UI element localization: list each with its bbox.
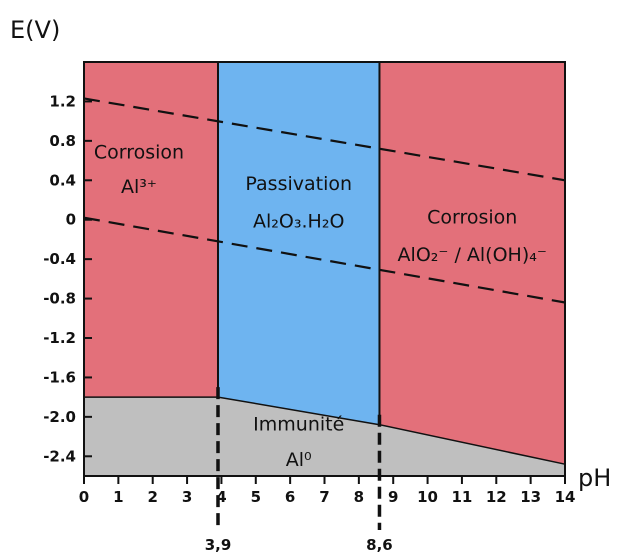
y-tick-label-6: -1.2 [43, 329, 76, 347]
water-line-2 [83, 216, 566, 304]
x-tick-label-11: 11 [451, 488, 472, 506]
x-tick-label-5: 5 [251, 488, 261, 506]
x-tick-label-4: 4 [216, 488, 226, 506]
x-tick-label-13: 13 [520, 488, 541, 506]
x-tick-label-10: 10 [417, 488, 438, 506]
boundary-label-2: 8,6 [366, 536, 393, 552]
y-tick-label-2: 0.4 [49, 171, 76, 189]
y-tick-label-9: -2.4 [43, 447, 76, 465]
axes-layer: 1.20.80.40-0.4-0.8-1.2-1.6-2.0-2.40 1 2 3 4 5… [43, 61, 576, 506]
region-label-passivation-1: Passivation [245, 173, 352, 195]
y-tick-label-5: -0.8 [43, 290, 76, 308]
x-tick-label-1: 1 [113, 488, 123, 506]
x-tick-label-14: 14 [555, 488, 576, 506]
region-label-immunity-2: Al⁰ [286, 449, 312, 471]
x-axis-title: pH [578, 464, 611, 492]
x-tick-label-6: 6 [285, 488, 295, 506]
y-tick-label-1: 0.8 [49, 132, 76, 150]
x-tick-label-7: 7 [319, 488, 329, 506]
x-tick-label-12: 12 [486, 488, 507, 506]
region-label-corrosion-acid-2: Al³⁺ [121, 176, 157, 198]
y-tick-label-8: -2.0 [43, 408, 76, 426]
region-label-corrosion-basic-1: Corrosion [427, 207, 517, 229]
boundary-label-1: 3,9 [205, 536, 232, 552]
y-axis-title: E(V) [10, 16, 60, 44]
x-tick-label-9: 9 [388, 488, 398, 506]
y-tick-label-7: -1.6 [43, 368, 76, 386]
x-tick-label-0: 0 [79, 488, 89, 506]
x-tick-label-2: 2 [147, 488, 157, 506]
region-passivation [218, 62, 380, 425]
region-label-immunity-1: Immunité [253, 414, 344, 436]
region-corrosion-acid [84, 62, 218, 398]
region-label-corrosion-basic-2: AlO₂⁻ / Al(OH)₄⁻ [398, 244, 547, 266]
labels-layer: 3,9 8,6 Corrosion Al³⁺ Passivation Al₂O₃.H₂O C… [94, 142, 547, 552]
region-label-corrosion-acid-1: Corrosion [94, 142, 184, 164]
x-tick-label-3: 3 [182, 488, 192, 506]
lines-layer [83, 62, 566, 530]
region-label-passivation-2: Al₂O₃.H₂O [253, 211, 344, 233]
region-corrosion-basic [379, 62, 565, 465]
regions-layer [84, 62, 565, 476]
immunity-boundary-line [84, 396, 566, 465]
x-tick-label-8: 8 [354, 488, 364, 506]
region-immunity [84, 397, 565, 476]
y-tick-label-4: -0.4 [43, 250, 76, 268]
y-tick-label-3: 0 [66, 211, 76, 229]
water-line-1 [83, 97, 566, 182]
y-tick-label-0: 1.2 [49, 92, 76, 110]
